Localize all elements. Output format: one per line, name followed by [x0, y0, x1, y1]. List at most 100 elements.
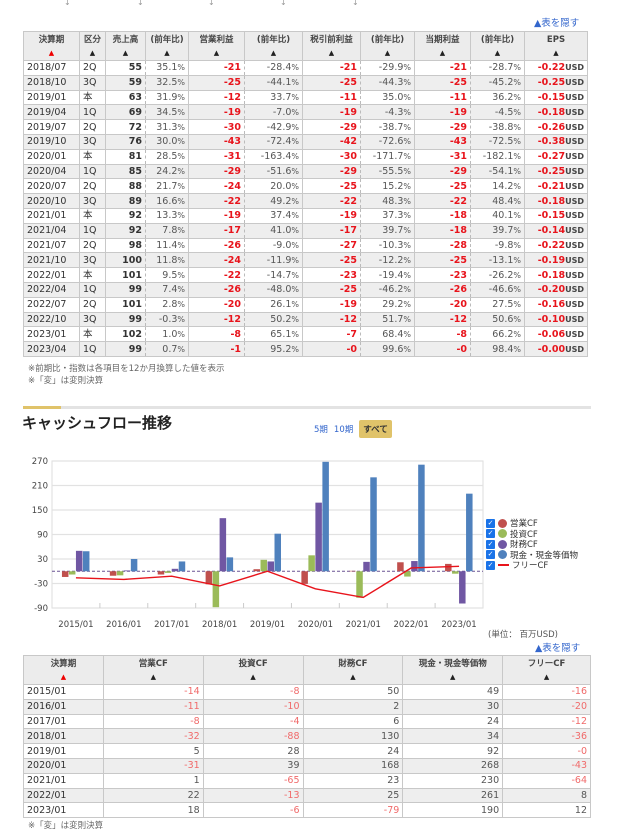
column-header[interactable]: 営業利益 ▲ [188, 31, 245, 61]
sort-arrow-icon[interactable]: ▲ [89, 49, 96, 57]
column-header[interactable]: 税引前利益 ▲ [302, 31, 361, 61]
sort-arrow-icon[interactable]: ▲ [270, 49, 277, 57]
value-cell: -21 [188, 60, 245, 76]
yoy-cell: 49.2% [244, 193, 303, 209]
value-cell: 28 [202, 743, 304, 759]
chart-bar [61, 571, 69, 577]
sort-arrow-icon[interactable]: ▲ [328, 49, 335, 57]
sort-arrow-icon[interactable]: ▲ [122, 49, 129, 57]
value-cell: -8 [188, 326, 245, 343]
sort-arrow-icon[interactable]: ▲ [213, 49, 220, 57]
value-cell: -19 [414, 104, 471, 121]
sort-arrow-icon[interactable]: ▲ [543, 673, 550, 681]
yoy-cell: 31.9% [145, 89, 189, 106]
sort-arrow-icon[interactable]: ▲ [384, 49, 391, 57]
yoy-cell: -45.2% [470, 74, 525, 91]
tab-10-periods[interactable]: 10期 [333, 425, 354, 435]
column-header[interactable]: 売上高 ▲ [105, 31, 146, 61]
sort-arrow-icon[interactable]: ▲ [250, 673, 256, 681]
legend-checkbox[interactable]: ✓ [486, 560, 495, 570]
column-header[interactable]: 当期利益 ▲ [414, 31, 471, 61]
column-header[interactable]: 区分 ▲ [79, 31, 106, 61]
sort-arrow-icon[interactable]: ▲ [350, 673, 356, 681]
cell: 2019/10 [23, 133, 80, 150]
eps-cell: -0.15USD [524, 207, 588, 224]
dot-swatch-icon [498, 539, 507, 549]
yoy-cell: 39.7% [360, 222, 415, 239]
chart-bar [130, 559, 138, 572]
legend-label: 営業CF [510, 519, 538, 530]
value-cell: 69 [105, 104, 146, 121]
value-cell: -79 [302, 802, 404, 819]
svg-text:2023/01: 2023/01 [441, 620, 476, 630]
sort-arrow-icon[interactable]: ▲ [450, 673, 456, 681]
yoy-cell: 29.2% [360, 296, 415, 313]
column-header[interactable]: 営業CF ▲ [102, 655, 204, 685]
table-row: 2017/01 -8 -4 6 24 -12 [23, 713, 591, 730]
legend-item[interactable]: ✓ 投資CF [486, 529, 578, 540]
chart-bar [404, 571, 411, 577]
value-cell: 5 [102, 743, 204, 759]
column-header[interactable]: (前年比) ▲ [360, 31, 415, 61]
hide-financial-table-link[interactable]: ▲表を隠す [534, 18, 580, 29]
column-header[interactable]: 財務CF ▲ [302, 655, 404, 685]
table-row: 2019/01 5 28 24 92 -0 [23, 743, 591, 759]
hide-cashflow-table-link[interactable]: ▲表を隠す [535, 643, 581, 654]
column-header[interactable]: EPS ▲ [524, 31, 588, 61]
sort-arrow-icon[interactable]: ▲ [150, 673, 156, 681]
value-cell: 130 [302, 728, 404, 745]
financial-note-annualized: ※前期比・指数は各項目を12か月換算した値を表示 [28, 364, 225, 374]
value-cell: -18 [414, 207, 471, 224]
column-header[interactable]: 決算期 ▲ [23, 655, 104, 685]
yoy-cell: 9.5% [145, 267, 189, 283]
sort-arrow-icon[interactable]: ▲ [164, 49, 170, 57]
value-cell: -25 [302, 74, 361, 91]
value-cell: 18 [102, 802, 204, 819]
column-label: フリーCF [527, 659, 566, 669]
value-cell: -0 [414, 341, 471, 357]
yoy-cell: 95.2% [244, 341, 303, 357]
yoy-cell: 37.3% [360, 207, 415, 224]
sort-arrow-icon[interactable]: ▲ [553, 49, 559, 57]
cashflow-note-irregular: ※「変」は変則決算 [28, 821, 104, 831]
value-cell: -26 [414, 281, 471, 298]
column-header[interactable]: 決算期 ▲ [23, 31, 80, 61]
tab-5-periods[interactable]: 5期 [314, 425, 328, 435]
sort-arrow-icon[interactable]: ▲ [439, 49, 446, 57]
chart-bar [212, 571, 220, 608]
legend-checkbox[interactable]: ✓ [486, 529, 495, 539]
legend-item[interactable]: ✓ 営業CF [486, 518, 578, 529]
tab-all-periods[interactable]: すべて [359, 420, 392, 438]
financial-results-table: 決算期 ▲ 区分 ▲ 売上高 ▲ (前年比) ▲ 営業利益 ▲ (前年比) ▲ 税引前利益 ▲ (前年比) ▲… [23, 31, 588, 357]
column-header[interactable]: フリーCF ▲ [502, 655, 591, 685]
legend-checkbox[interactable]: ✓ [486, 518, 495, 528]
svg-text:210: 210 [32, 482, 48, 492]
column-header[interactable]: 現金・現金等価物 ▲ [402, 655, 504, 685]
legend-item[interactable]: ✓ 財務CF [486, 539, 578, 550]
value-cell: 92 [402, 743, 504, 759]
column-header[interactable]: 投資CF ▲ [202, 655, 304, 685]
legend-item[interactable]: ✓ 現金・現金等価物 [486, 550, 578, 561]
legend-checkbox[interactable]: ✓ [486, 550, 495, 560]
legend-checkbox[interactable]: ✓ [486, 539, 495, 549]
table-row: 2018/01 -32 -88 130 34 -36 [23, 728, 591, 745]
yoy-cell: -26.2% [470, 267, 525, 283]
legend-item[interactable]: ✓ フリーCF [486, 560, 578, 571]
sort-arrow-icon[interactable]: ▲ [60, 673, 67, 681]
value-cell: 100 [105, 252, 146, 269]
sort-arrow-icon[interactable]: ▲ [48, 49, 55, 57]
column-header[interactable]: (前年比) ▲ [145, 31, 189, 61]
sort-arrow-icon[interactable]: ▲ [494, 49, 501, 57]
yoy-cell: 24.2% [145, 163, 189, 180]
value-cell: -22 [188, 267, 245, 283]
period-cell: 2020/01 [23, 757, 104, 774]
column-header[interactable]: (前年比) ▲ [470, 31, 525, 61]
chart-legend: ✓ 営業CF ✓ 投資CF ✓ 財務CF ✓ 現金・現金等価物 ✓ フリーCF [486, 518, 578, 571]
column-header[interactable]: (前年比) ▲ [244, 31, 303, 61]
value-cell: -36 [502, 728, 591, 745]
yoy-cell: 16.6% [145, 193, 189, 209]
yoy-cell: -54.1% [470, 163, 525, 180]
value-cell: -19 [302, 207, 361, 224]
cell: 2020/07 [23, 178, 80, 195]
value-cell: 101 [105, 296, 146, 313]
